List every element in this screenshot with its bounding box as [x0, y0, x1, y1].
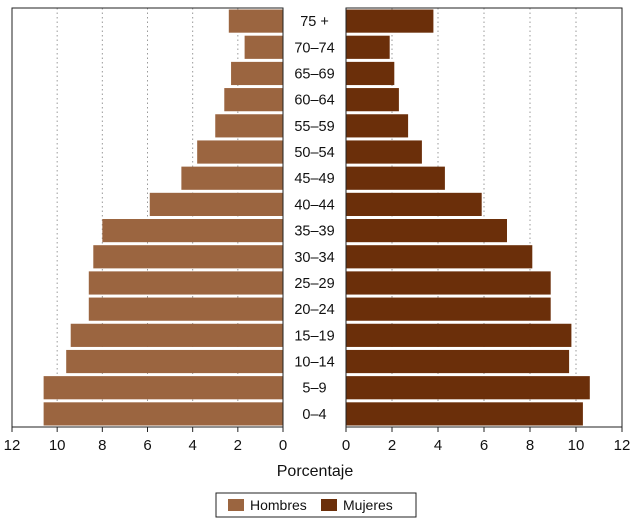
bar-hombres	[244, 35, 283, 59]
legend-label-mujeres: Mujeres	[343, 497, 393, 513]
age-group-labels: 0–4 5–9 10–14 15–19 20–24 25–29 30–34 35–39 40–4…	[294, 14, 334, 423]
age-group-label: 60–64	[294, 93, 334, 109]
age-group-label: 45–49	[294, 171, 334, 187]
bar-hombres	[149, 192, 283, 216]
bar-mujeres	[346, 114, 409, 138]
bar-mujeres	[346, 35, 390, 59]
bar-hombres	[215, 114, 283, 138]
age-group-label: 5–9	[302, 381, 326, 397]
age-group-label: 70–74	[294, 40, 334, 56]
tick-label-right: 2	[388, 437, 396, 454]
tick-label-right: 12	[614, 437, 631, 454]
bar-hombres	[231, 61, 283, 86]
bar-mujeres	[346, 271, 551, 295]
tick-label-right: 10	[568, 437, 585, 454]
bar-hombres	[88, 271, 284, 295]
tick-label-left: 12	[4, 437, 21, 454]
legend-swatch-mujeres	[321, 499, 337, 511]
bars-hombres	[43, 9, 284, 426]
legend: Hombres Mujeres	[215, 492, 417, 518]
bar-hombres	[43, 376, 283, 400]
tick-label-right: 0	[342, 437, 350, 454]
tick-label-right: 6	[480, 437, 488, 454]
bar-hombres	[70, 323, 283, 347]
age-group-label: 20–24	[294, 302, 334, 318]
bar-mujeres	[346, 192, 482, 216]
bar-hombres	[66, 349, 283, 374]
bar-mujeres	[346, 61, 395, 86]
bar-mujeres	[346, 166, 445, 190]
bar-mujeres	[346, 402, 583, 426]
bar-mujeres	[346, 323, 572, 347]
x-axis-title: Porcentaje	[277, 463, 354, 480]
legend-box	[215, 492, 417, 518]
age-group-label: 10–14	[294, 355, 334, 371]
bar-mujeres	[346, 376, 590, 400]
age-group-label: 30–34	[294, 250, 334, 266]
x-axis-ticks: 0 0 2 2 4 4 6 6 8 8 10 10 12 12	[4, 427, 631, 454]
legend-swatch-hombres	[228, 499, 244, 511]
bar-mujeres	[346, 88, 399, 112]
bar-hombres	[43, 402, 283, 426]
tick-label-left: 2	[234, 437, 242, 454]
bar-hombres	[88, 297, 284, 321]
tick-label-left: 4	[188, 437, 196, 454]
age-group-label: 40–44	[294, 197, 334, 213]
tick-label-left: 10	[49, 437, 66, 454]
age-group-label: 25–29	[294, 276, 334, 292]
bar-mujeres	[346, 349, 570, 374]
tick-label-right: 8	[526, 437, 534, 454]
age-group-label: 15–19	[294, 328, 334, 344]
age-group-label: 55–59	[294, 119, 334, 135]
bar-mujeres	[346, 245, 533, 269]
bar-mujeres	[346, 297, 551, 321]
tick-label-left: 6	[143, 437, 151, 454]
bars-mujeres	[346, 9, 590, 426]
bar-mujeres	[346, 140, 422, 164]
legend-label-hombres: Hombres	[250, 497, 307, 513]
bar-mujeres	[346, 9, 434, 33]
bar-hombres	[102, 219, 283, 243]
tick-label-right: 4	[434, 437, 442, 454]
bar-hombres	[181, 166, 283, 190]
age-group-label: 65–69	[294, 66, 334, 82]
age-group-label: 35–39	[294, 224, 334, 240]
bar-hombres	[93, 245, 283, 269]
bar-hombres	[197, 140, 283, 164]
age-group-label: 50–54	[294, 145, 334, 161]
age-group-label: 75 +	[300, 14, 329, 30]
bar-mujeres	[346, 219, 507, 243]
bar-hombres	[224, 88, 283, 112]
tick-label-left: 0	[279, 437, 287, 454]
bar-hombres	[228, 9, 283, 33]
age-group-label: 0–4	[302, 407, 326, 423]
tick-label-left: 8	[98, 437, 106, 454]
